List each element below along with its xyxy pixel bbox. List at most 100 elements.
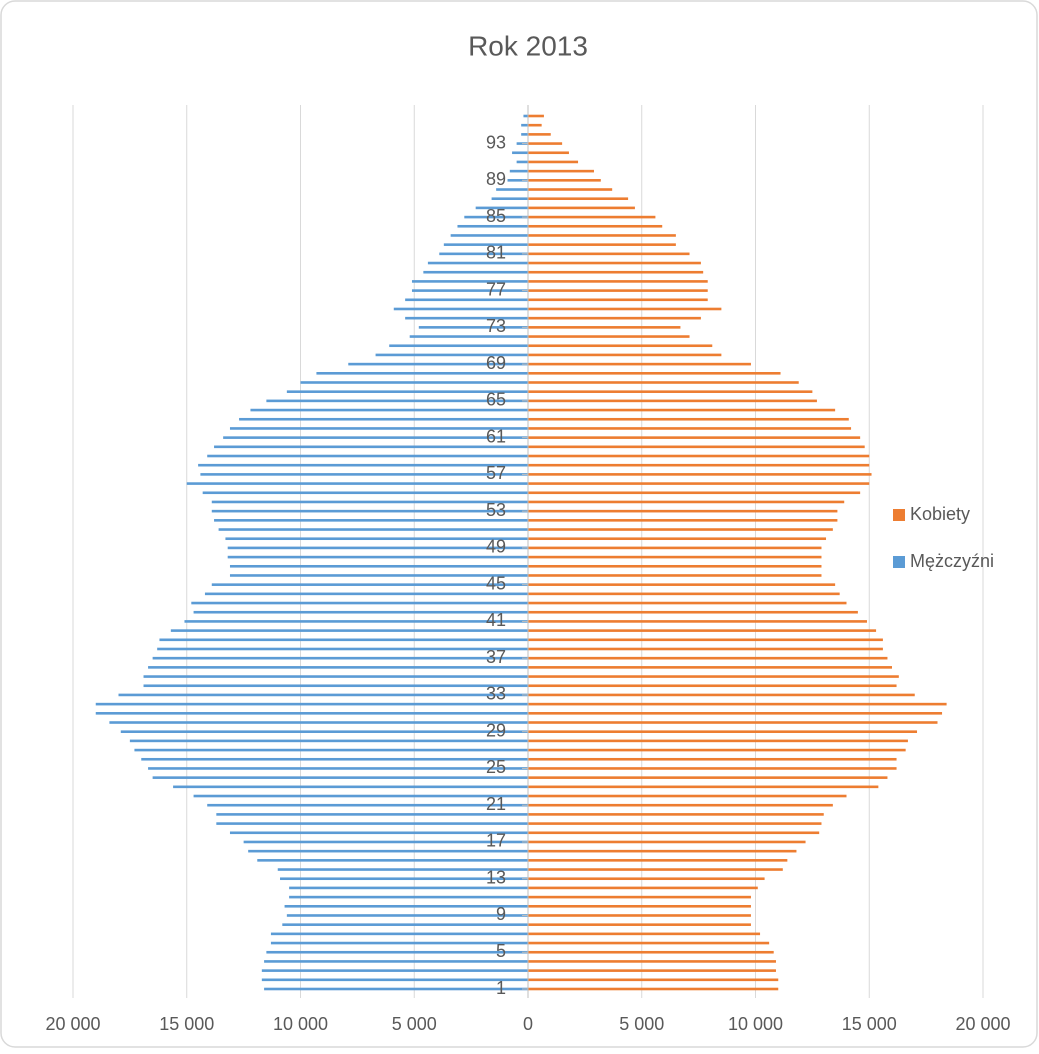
- bar: [109, 721, 529, 724]
- bar: [229, 564, 528, 568]
- bar: [211, 509, 528, 513]
- bar: [528, 592, 840, 596]
- bar: [528, 344, 713, 348]
- bar: [250, 408, 528, 412]
- bar: [409, 335, 528, 338]
- bar: [257, 859, 528, 862]
- bar: [159, 638, 528, 642]
- bar: [528, 803, 833, 807]
- bar: [227, 555, 528, 559]
- bar: [528, 519, 838, 522]
- bar: [207, 803, 528, 807]
- bar: [528, 721, 938, 724]
- bar: [211, 583, 528, 586]
- bar: [528, 693, 915, 697]
- bar: [528, 289, 708, 292]
- bar: [528, 390, 813, 393]
- bar: [214, 445, 529, 449]
- bar: [528, 914, 751, 917]
- bar: [528, 298, 708, 302]
- bar: [528, 546, 822, 550]
- bar: [173, 785, 528, 789]
- bar: [528, 757, 897, 761]
- bar: [280, 877, 528, 881]
- bar: [507, 179, 528, 182]
- bar: [405, 298, 528, 302]
- bar: [143, 684, 528, 688]
- y-tick-label: 81: [486, 243, 506, 263]
- bar: [528, 197, 629, 201]
- y-tick-label: 41: [486, 610, 506, 630]
- bar: [528, 647, 883, 651]
- bar: [450, 234, 528, 237]
- bar: [225, 537, 529, 541]
- bar: [184, 620, 528, 623]
- bar: [528, 270, 704, 274]
- bar: [528, 454, 870, 458]
- legend-label: Mężczyźni: [910, 551, 994, 571]
- bar: [528, 151, 569, 155]
- bar: [286, 914, 528, 917]
- bar: [528, 840, 806, 844]
- bar: [528, 583, 836, 586]
- x-tick-label: 20 000: [955, 1014, 1010, 1034]
- bar: [214, 519, 529, 522]
- bar: [289, 895, 528, 899]
- bar: [223, 436, 528, 439]
- bar: [411, 280, 528, 283]
- y-tick-label: 61: [486, 426, 506, 446]
- x-tick-label: 15 000: [159, 1014, 214, 1034]
- bar: [418, 326, 528, 329]
- bar: [528, 776, 888, 779]
- bar: [528, 831, 820, 835]
- bar: [528, 675, 899, 678]
- bar: [248, 849, 529, 853]
- y-tick-label: 37: [486, 647, 506, 667]
- bar: [393, 307, 528, 311]
- bar: [512, 151, 528, 155]
- y-tick-label: 21: [486, 794, 506, 814]
- bar: [528, 408, 836, 412]
- bar: [528, 372, 781, 375]
- bar: [528, 767, 897, 770]
- bar: [528, 307, 722, 311]
- bar: [528, 252, 690, 256]
- bar: [216, 813, 528, 816]
- bar: [528, 133, 551, 136]
- bar: [528, 923, 751, 926]
- bar: [270, 932, 528, 936]
- bar: [528, 978, 779, 982]
- y-tick-label: 57: [486, 463, 506, 483]
- bar: [528, 491, 861, 495]
- y-tick-label: 73: [486, 316, 506, 336]
- bar: [528, 399, 817, 403]
- bar: [528, 427, 852, 430]
- bar: [198, 463, 528, 467]
- x-tick-label: 5 000: [619, 1014, 664, 1034]
- bar: [200, 473, 528, 476]
- bar: [216, 822, 528, 825]
- bar: [300, 381, 528, 384]
- bar: [528, 188, 613, 191]
- bar: [528, 280, 708, 283]
- bar: [528, 748, 906, 752]
- y-tick-label: 85: [486, 206, 506, 226]
- bar: [229, 574, 528, 577]
- bar: [439, 252, 528, 256]
- bar: [528, 326, 681, 329]
- bar: [528, 482, 870, 485]
- bar: [266, 399, 528, 403]
- bar: [528, 445, 865, 449]
- bar: [193, 794, 528, 798]
- bar: [148, 767, 528, 770]
- bar: [528, 813, 824, 816]
- bar: [277, 868, 528, 871]
- y-tick-label: 17: [486, 831, 506, 851]
- bar: [261, 978, 528, 982]
- bar: [348, 362, 528, 366]
- bar: [523, 114, 528, 118]
- bar: [528, 868, 783, 871]
- bar: [528, 895, 751, 899]
- bar: [528, 463, 870, 467]
- bar: [443, 243, 528, 246]
